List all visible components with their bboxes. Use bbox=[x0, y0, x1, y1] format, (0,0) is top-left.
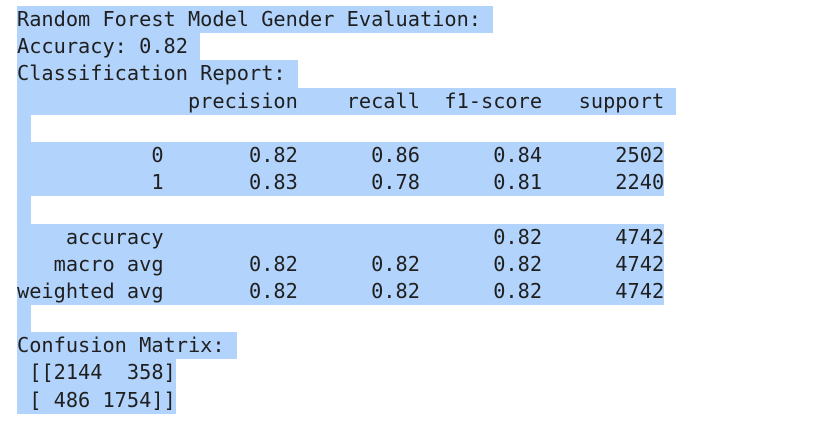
output-text: weighted avg 0.82 0.82 0.82 4742 bbox=[17, 277, 665, 306]
output-text: [ 486 1754]] bbox=[17, 386, 176, 414]
output-line-class-0: 0 0.82 0.86 0.84 2502 bbox=[17, 141, 676, 170]
output-text: 1 0.83 0.78 0.81 2240 bbox=[17, 169, 665, 197]
output-text bbox=[17, 196, 31, 224]
output-text bbox=[17, 305, 31, 333]
output-text: [[2144 358] bbox=[17, 359, 176, 387]
output-text: macro avg 0.82 0.82 0.82 4742 bbox=[17, 250, 665, 278]
output-text: accuracy 0.82 4742 bbox=[17, 223, 665, 251]
output-line-blank bbox=[17, 305, 676, 333]
output-line-accuracy-row: accuracy 0.82 4742 bbox=[17, 223, 676, 251]
output-line-accuracy: Accuracy: 0.82 bbox=[17, 33, 676, 61]
output-text: Accuracy: 0.82 bbox=[17, 33, 201, 61]
output-line-blank bbox=[17, 114, 676, 142]
output-line-confusion-label: Confusion Matrix: bbox=[17, 332, 676, 360]
output-line-report-header: precision recall f1-score support bbox=[17, 87, 677, 115]
output-line-matrix-row-1: [[2144 358] bbox=[17, 359, 676, 387]
output-line-macro-avg: macro avg 0.82 0.82 0.82 4742 bbox=[17, 250, 676, 278]
output-text: 0 0.82 0.86 0.84 2502 bbox=[17, 141, 665, 170]
output-line-matrix-row-2: [ 486 1754]] bbox=[17, 386, 676, 414]
output-line-class-1: 1 0.83 0.78 0.81 2240 bbox=[17, 169, 676, 197]
output-line-report-label: Classification Report: bbox=[17, 60, 676, 88]
output-line-blank bbox=[17, 196, 676, 224]
output-text: Confusion Matrix: bbox=[17, 332, 237, 360]
output-text: Random Forest Model Gender Evaluation: bbox=[17, 6, 494, 34]
output-line-title: Random Forest Model Gender Evaluation: bbox=[17, 6, 676, 34]
output-text bbox=[17, 114, 31, 142]
output-text: precision recall f1-score support bbox=[17, 87, 677, 115]
output-line-weighted-avg: weighted avg 0.82 0.82 0.82 4742 bbox=[17, 277, 676, 306]
output-text: Classification Report: bbox=[17, 60, 298, 88]
cell-output: Random Forest Model Gender Evaluation: A… bbox=[17, 6, 677, 414]
